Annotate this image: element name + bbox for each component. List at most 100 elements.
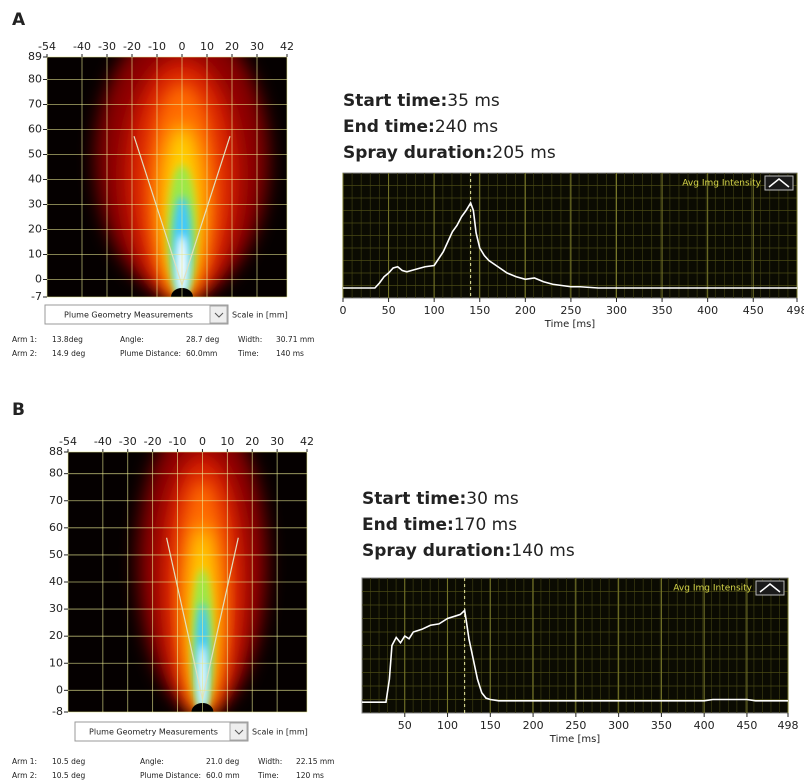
y-tick-label: 20	[49, 629, 63, 642]
x-tick-label: 20	[245, 435, 259, 448]
measurement: 21.0 deg	[206, 757, 239, 766]
legend-label: Avg Img Intensity	[682, 179, 761, 189]
x-tick-label: -30	[98, 40, 116, 53]
x-tick-label: 0	[340, 304, 347, 317]
x-tick-label: 0	[179, 40, 186, 53]
legend-button	[755, 580, 785, 596]
x-tick-label: 250	[565, 719, 586, 732]
dropdown	[44, 304, 229, 325]
measurement: 60.0 mm	[206, 771, 240, 780]
x-tick-label: 350	[651, 719, 672, 732]
y-tick-label: 40	[28, 173, 42, 186]
y-tick-label: 89	[28, 50, 42, 63]
x-tick-label: -30	[119, 435, 137, 448]
measurement: Arm 1:	[12, 335, 37, 344]
measurement: Angle:	[140, 757, 164, 766]
x-tick-label: 20	[225, 40, 239, 53]
timing-value: 205 ms	[492, 143, 555, 163]
arm-line	[133, 136, 183, 286]
legend-caret	[768, 178, 790, 188]
measurement: 14.9 deg	[52, 349, 85, 358]
y-tick-label: 70	[49, 494, 63, 507]
x-tick-label: 100	[437, 719, 458, 732]
x-tick-label: 400	[697, 304, 718, 317]
x-axis-label: Time [ms]	[544, 319, 596, 330]
timing-line: Start time:35 ms	[343, 91, 500, 111]
y-tick-label: 10	[49, 656, 63, 669]
dropdown-arrow-box	[229, 722, 248, 741]
y-tick-label: 0	[56, 683, 63, 696]
y-tick-label: 10	[28, 248, 42, 261]
x-tick-label: 450	[736, 719, 757, 732]
timing-line: End time:170 ms	[362, 515, 517, 535]
measurement: Plume Distance:	[120, 349, 181, 358]
scale-note: Scale in [mm]	[252, 728, 308, 737]
timing-line: Spray duration:205 ms	[343, 143, 556, 163]
x-tick-label: -54	[38, 40, 56, 53]
measurement: Plume Distance:	[140, 771, 201, 780]
y-tick-label: 50	[28, 148, 42, 161]
dropdown-text: Plume Geometry Measurements	[64, 311, 193, 320]
timing-line: Start time:30 ms	[362, 489, 519, 509]
x-tick-label: -10	[148, 40, 166, 53]
measurement: Arm 2:	[12, 771, 37, 780]
measurement: 140 ms	[276, 349, 304, 358]
intensity-line	[362, 608, 788, 704]
timing-value: 170 ms	[454, 515, 517, 535]
x-tick-label: 10	[200, 40, 214, 53]
x-tick-label: 350	[652, 304, 673, 317]
measurement: Time:	[257, 771, 279, 780]
x-tick-label: 30	[250, 40, 264, 53]
x-tick-label: 50	[382, 304, 396, 317]
y-tick-label: 88	[49, 445, 63, 458]
x-tick-label: 300	[608, 719, 629, 732]
dropdown-arrow	[234, 729, 244, 735]
measurement: Arm 1:	[12, 757, 37, 766]
y-tick-label: 70	[28, 98, 42, 111]
y-tick-label: 0	[35, 273, 42, 286]
dropdown-text: Plume Geometry Measurements	[89, 728, 218, 737]
y-tick-label: 80	[28, 73, 42, 86]
timing-line: End time:240 ms	[343, 117, 498, 137]
arm-line	[166, 537, 204, 700]
legend-caret	[759, 583, 781, 593]
y-tick-label: 30	[28, 198, 42, 211]
y-tick-label: 80	[49, 467, 63, 480]
measurement: 22.15 mm	[296, 757, 334, 766]
timing-label: Start time:	[343, 91, 447, 111]
x-tick-label: 498	[778, 719, 799, 732]
timing-value: 140 ms	[511, 541, 574, 561]
x-tick-label: 10	[220, 435, 234, 448]
timing-value: 35 ms	[447, 91, 500, 111]
y-tick-label: 30	[49, 602, 63, 615]
x-tick-label: -20	[123, 40, 141, 53]
y-tick-label: 50	[49, 548, 63, 561]
measurement: 60.0mm	[186, 349, 217, 358]
timing-label: Spray duration:	[343, 143, 492, 163]
x-tick-label: 0	[199, 435, 206, 448]
x-tick-label: 450	[743, 304, 764, 317]
y-tick-label: -8	[52, 705, 63, 718]
x-tick-label: -20	[144, 435, 162, 448]
timing-label: End time:	[343, 117, 435, 137]
arm-line	[201, 537, 239, 700]
measurement: Angle:	[120, 335, 144, 344]
x-tick-label: 150	[469, 304, 490, 317]
timing-value: 30 ms	[466, 489, 519, 509]
measurement: 10.5 deg	[52, 771, 85, 780]
dropdown-arrow-box	[209, 305, 228, 324]
measurement: Width:	[258, 757, 282, 766]
x-tick-label: -10	[169, 435, 187, 448]
timing-label: Spray duration:	[362, 541, 511, 561]
x-tick-label: -40	[73, 40, 91, 53]
x-tick-label: 42	[300, 435, 314, 448]
x-tick-label: 150	[480, 719, 501, 732]
legend-label: Avg Img Intensity	[673, 584, 752, 594]
x-tick-label: 50	[398, 719, 412, 732]
x-tick-label: -40	[94, 435, 112, 448]
measurement: 30.71 mm	[276, 335, 314, 344]
measurement: Time:	[237, 349, 259, 358]
y-tick-label: -7	[31, 290, 42, 303]
x-tick-label: 400	[694, 719, 715, 732]
panel-label: B	[12, 400, 25, 420]
